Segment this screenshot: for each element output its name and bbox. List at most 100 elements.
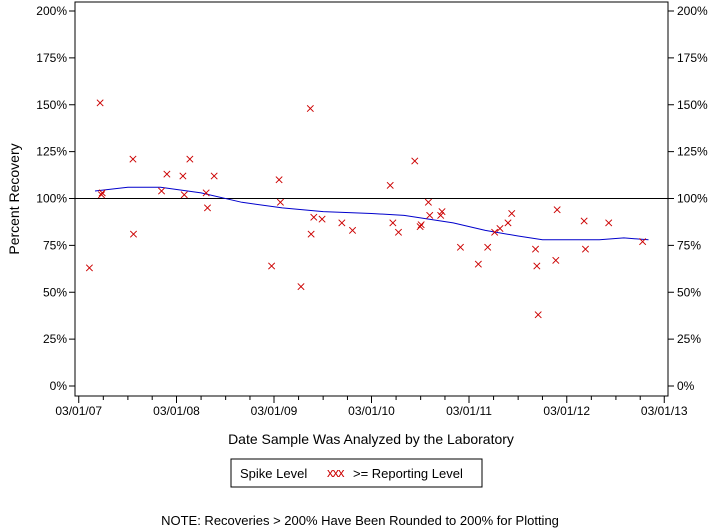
data-point-stroke-b	[438, 208, 446, 216]
data-point-stroke-b	[639, 238, 647, 246]
data-point	[534, 311, 542, 319]
data-point	[438, 208, 446, 216]
data-point-stroke-b	[581, 245, 590, 253]
data-point	[496, 224, 504, 233]
data-point-stroke-b	[474, 260, 482, 268]
data-point	[474, 260, 482, 268]
data-point	[179, 172, 187, 180]
y-tick-label-left: 200%	[36, 4, 67, 18]
data-point-stroke-b	[552, 256, 560, 264]
data-point-stroke-b	[306, 104, 314, 113]
data-point-stroke-b	[416, 223, 424, 231]
data-point-stroke-b	[157, 187, 166, 195]
data-point-stroke-b	[534, 311, 542, 319]
y-tick-label-left: 75%	[43, 238, 67, 252]
data-point	[416, 223, 424, 231]
data-point-stroke-b	[96, 99, 104, 107]
x-tick-label: 03/01/09	[251, 404, 298, 418]
y-tick-label-right: 50%	[677, 285, 701, 299]
data-point-stroke-b	[318, 215, 326, 223]
data-point	[417, 221, 425, 229]
data-point-stroke-b	[276, 198, 284, 206]
y-tick-label-right: 125%	[677, 145, 708, 159]
data-point	[456, 243, 465, 251]
data-point	[437, 211, 445, 219]
x-tick-label: 03/01/12	[543, 404, 590, 418]
data-point	[348, 226, 357, 234]
data-point-stroke-b	[417, 221, 425, 229]
data-point-stroke-b	[411, 157, 419, 165]
data-point	[386, 181, 394, 189]
data-point-stroke-b	[186, 155, 194, 163]
data-point	[508, 209, 516, 218]
data-point-stroke-b	[437, 211, 445, 219]
data-point	[268, 262, 276, 270]
data-point-stroke-b	[179, 172, 187, 180]
y-tick-label-right: 100%	[677, 192, 708, 206]
data-point-stroke-b	[491, 228, 499, 236]
y-tick-label-right: 25%	[677, 332, 701, 346]
data-point	[129, 230, 138, 238]
data-point-stroke-b	[180, 191, 188, 199]
x-tick-label: 03/01/10	[348, 404, 395, 418]
data-point-stroke-b	[508, 209, 516, 218]
data-point	[163, 170, 171, 178]
data-point	[96, 99, 104, 107]
y-tick-label-left: 100%	[36, 192, 67, 206]
data-point	[639, 238, 647, 246]
data-point-stroke-b	[129, 230, 138, 238]
axis-ticks	[69, 10, 674, 403]
y-tick-label-left: 0%	[50, 379, 68, 393]
y-tick-label-left: 150%	[36, 98, 67, 112]
data-point-stroke-b	[496, 224, 504, 233]
y-axis-title: Percent Recovery	[6, 143, 22, 254]
data-points	[85, 99, 647, 319]
data-point	[310, 213, 318, 221]
x-tick-label: 03/01/07	[55, 404, 102, 418]
data-point-stroke-b	[203, 204, 212, 212]
data-point	[98, 189, 106, 197]
y-tick-label-right: 150%	[677, 98, 708, 112]
data-point	[531, 245, 540, 253]
data-point	[424, 198, 432, 206]
legend-marker: xxx	[327, 465, 345, 480]
footnote: NOTE: Recoveries > 200% Have Been Rounde…	[161, 513, 559, 528]
data-point	[202, 189, 210, 197]
data-point-stroke-b	[85, 264, 93, 272]
data-point	[581, 245, 590, 253]
data-point	[203, 204, 212, 212]
data-point	[389, 219, 397, 227]
data-point	[338, 219, 346, 227]
data-point	[276, 198, 284, 206]
data-point	[426, 211, 434, 219]
data-point	[210, 172, 218, 180]
data-point-stroke-b	[307, 230, 315, 238]
data-point-stroke-b	[386, 181, 394, 189]
legend-spike-label: Spike Level	[240, 466, 307, 481]
data-point-stroke-b	[580, 217, 588, 225]
data-point-stroke-b	[129, 155, 137, 163]
data-point-stroke-b	[338, 219, 346, 227]
data-point-stroke-b	[98, 189, 106, 197]
x-tick-label: 03/01/08	[153, 404, 200, 418]
data-point	[394, 228, 403, 236]
data-point-stroke-b	[310, 213, 318, 221]
y-tick-label-left: 125%	[36, 145, 67, 159]
data-point	[129, 155, 137, 163]
y-tick-label-left: 25%	[43, 332, 67, 346]
data-point	[504, 219, 512, 227]
data-point-stroke-b	[531, 245, 540, 253]
y-tick-label-left: 50%	[43, 285, 67, 299]
data-point	[157, 187, 166, 195]
data-point-stroke-b	[97, 191, 105, 199]
data-point	[484, 243, 492, 251]
data-point-stroke-b	[268, 262, 276, 270]
data-point-stroke-b	[504, 219, 512, 227]
data-point	[275, 176, 283, 184]
data-point-stroke-b	[426, 211, 434, 219]
data-point-stroke-b	[275, 176, 283, 184]
data-point-stroke-b	[202, 189, 210, 197]
data-point	[553, 206, 561, 214]
data-point	[580, 217, 588, 225]
